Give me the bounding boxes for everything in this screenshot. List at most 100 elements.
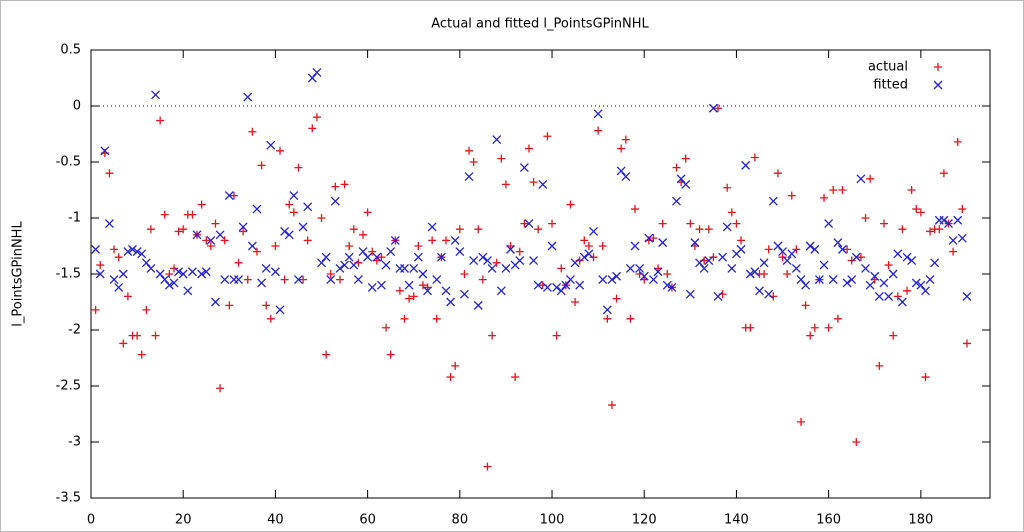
point <box>114 253 123 262</box>
point <box>160 210 169 219</box>
point <box>413 252 423 262</box>
chart-title: Actual and fitted l_PointsGPinNHL <box>431 17 649 32</box>
point <box>833 314 842 323</box>
point <box>280 275 289 284</box>
point <box>681 179 691 189</box>
x-tick-label: 140 <box>724 513 749 528</box>
point <box>824 323 833 332</box>
point <box>778 247 787 257</box>
point <box>648 275 658 285</box>
point <box>515 256 525 266</box>
point <box>962 339 971 348</box>
point <box>787 191 796 200</box>
point <box>349 225 358 234</box>
point <box>621 135 630 144</box>
point <box>164 280 174 290</box>
point <box>441 286 451 296</box>
point <box>353 275 363 285</box>
point <box>123 247 133 257</box>
point <box>547 241 557 251</box>
point <box>459 289 469 299</box>
point <box>400 314 409 323</box>
point <box>791 263 801 273</box>
point <box>768 196 778 206</box>
point <box>524 144 533 153</box>
point <box>91 305 100 314</box>
point <box>169 264 178 273</box>
point <box>875 361 884 370</box>
point <box>889 331 898 340</box>
point <box>893 249 903 259</box>
point <box>386 247 396 257</box>
point <box>686 219 695 228</box>
point <box>594 126 603 135</box>
point <box>469 158 478 166</box>
point <box>169 278 179 288</box>
y-tick-label: -1 <box>68 211 81 226</box>
point <box>137 350 146 359</box>
point <box>492 258 501 267</box>
point <box>783 270 792 278</box>
x-tick-label: 120 <box>632 513 657 528</box>
point <box>404 280 414 290</box>
point <box>376 280 386 290</box>
point <box>321 252 331 262</box>
point <box>543 132 552 141</box>
point <box>487 263 497 273</box>
point <box>571 298 580 306</box>
point <box>450 235 460 245</box>
point <box>796 417 805 426</box>
point <box>575 280 585 290</box>
point <box>179 225 188 234</box>
point <box>465 146 474 155</box>
point <box>165 270 174 278</box>
point <box>197 200 206 209</box>
point <box>261 263 271 273</box>
point <box>570 258 580 268</box>
legend-label: fitted <box>873 78 908 93</box>
point <box>118 269 128 279</box>
point <box>206 235 216 245</box>
point <box>132 247 142 257</box>
point <box>202 236 211 245</box>
point <box>478 275 487 284</box>
point <box>630 241 640 251</box>
point <box>949 247 958 256</box>
point <box>842 278 852 288</box>
point <box>432 314 441 323</box>
point <box>400 263 409 273</box>
point <box>409 263 419 273</box>
point <box>224 191 234 201</box>
point <box>796 275 806 285</box>
point <box>805 241 815 251</box>
point <box>732 219 741 228</box>
point <box>746 323 755 332</box>
point <box>745 269 755 279</box>
point <box>133 331 142 340</box>
point <box>252 204 262 214</box>
point <box>824 219 834 229</box>
point <box>602 305 612 315</box>
point <box>920 286 930 296</box>
point <box>764 245 773 254</box>
point <box>446 373 455 382</box>
point <box>483 462 492 471</box>
point <box>593 109 603 119</box>
point <box>340 180 349 189</box>
point <box>529 256 539 266</box>
point <box>331 182 340 191</box>
point <box>921 373 930 382</box>
point <box>187 267 197 277</box>
point <box>377 253 386 262</box>
point <box>884 261 893 270</box>
point <box>607 275 617 285</box>
point <box>907 186 916 194</box>
point <box>723 183 732 192</box>
point <box>473 300 483 310</box>
point <box>395 286 404 295</box>
point <box>501 263 511 273</box>
point <box>344 252 354 262</box>
point <box>524 219 534 229</box>
